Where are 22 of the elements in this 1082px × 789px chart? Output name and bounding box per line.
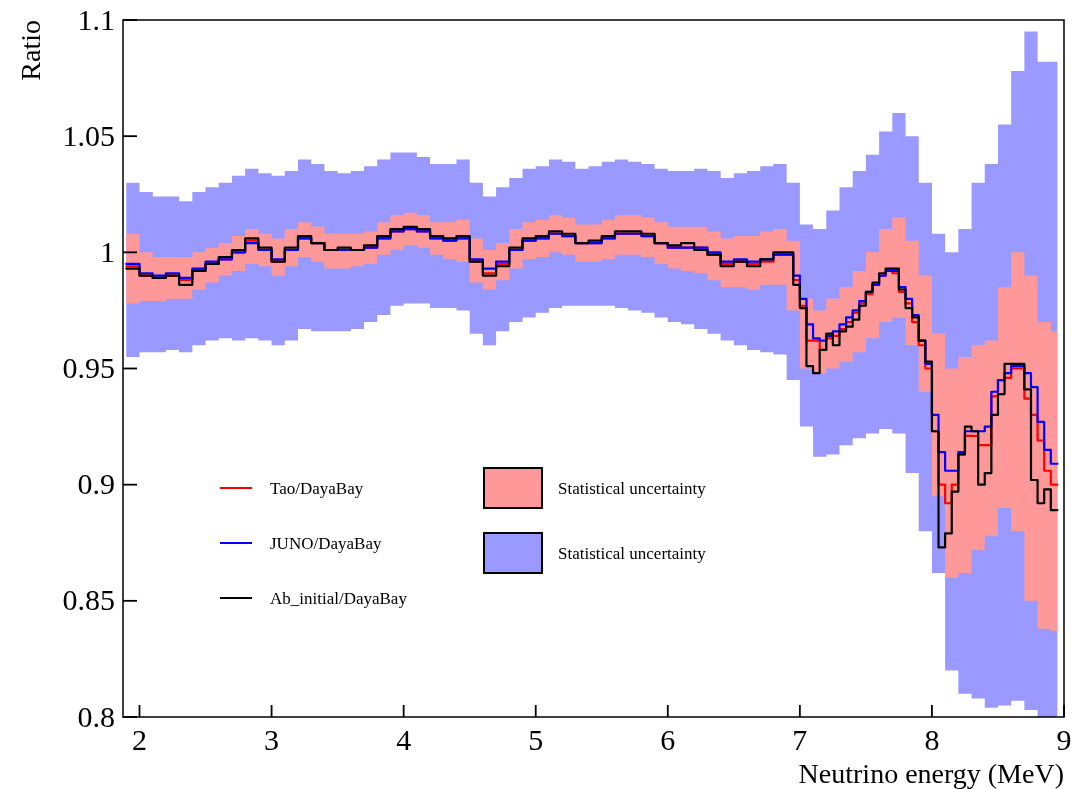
y-tick-label: 0.95 (62, 351, 115, 385)
y-tick-label: 1.05 (62, 118, 115, 152)
y-tick-label: 0.8 (77, 699, 115, 733)
y-tick-label: 1.1 (77, 2, 115, 36)
x-tick-label: 9 (1056, 723, 1072, 757)
y-tick-label: 0.9 (77, 467, 115, 501)
legend-label: Tao/DayaBay (270, 479, 364, 498)
x-tick-label: 4 (396, 723, 412, 757)
x-tick-label: 6 (660, 723, 676, 757)
x-tick-label: 8 (924, 723, 940, 757)
legend-label: JUNO/DayaBay (270, 534, 382, 553)
legend-label: Ab_initial/DayaBay (270, 589, 408, 608)
y-axis-title: Ratio (15, 20, 46, 81)
annotation: Statistical uncertainty (558, 544, 707, 563)
x-tick-label: 2 (132, 723, 148, 757)
x-tick-label: 3 (264, 723, 280, 757)
x-tick-label: 5 (528, 723, 544, 757)
x-axis-title: Neutrino energy (MeV) (798, 758, 1064, 789)
x-tick-label: 7 (792, 723, 808, 757)
y-tick-label: 0.85 (62, 583, 115, 617)
annotation: Statistical uncertainty (558, 479, 707, 498)
y-tick-label: 1 (100, 234, 115, 268)
